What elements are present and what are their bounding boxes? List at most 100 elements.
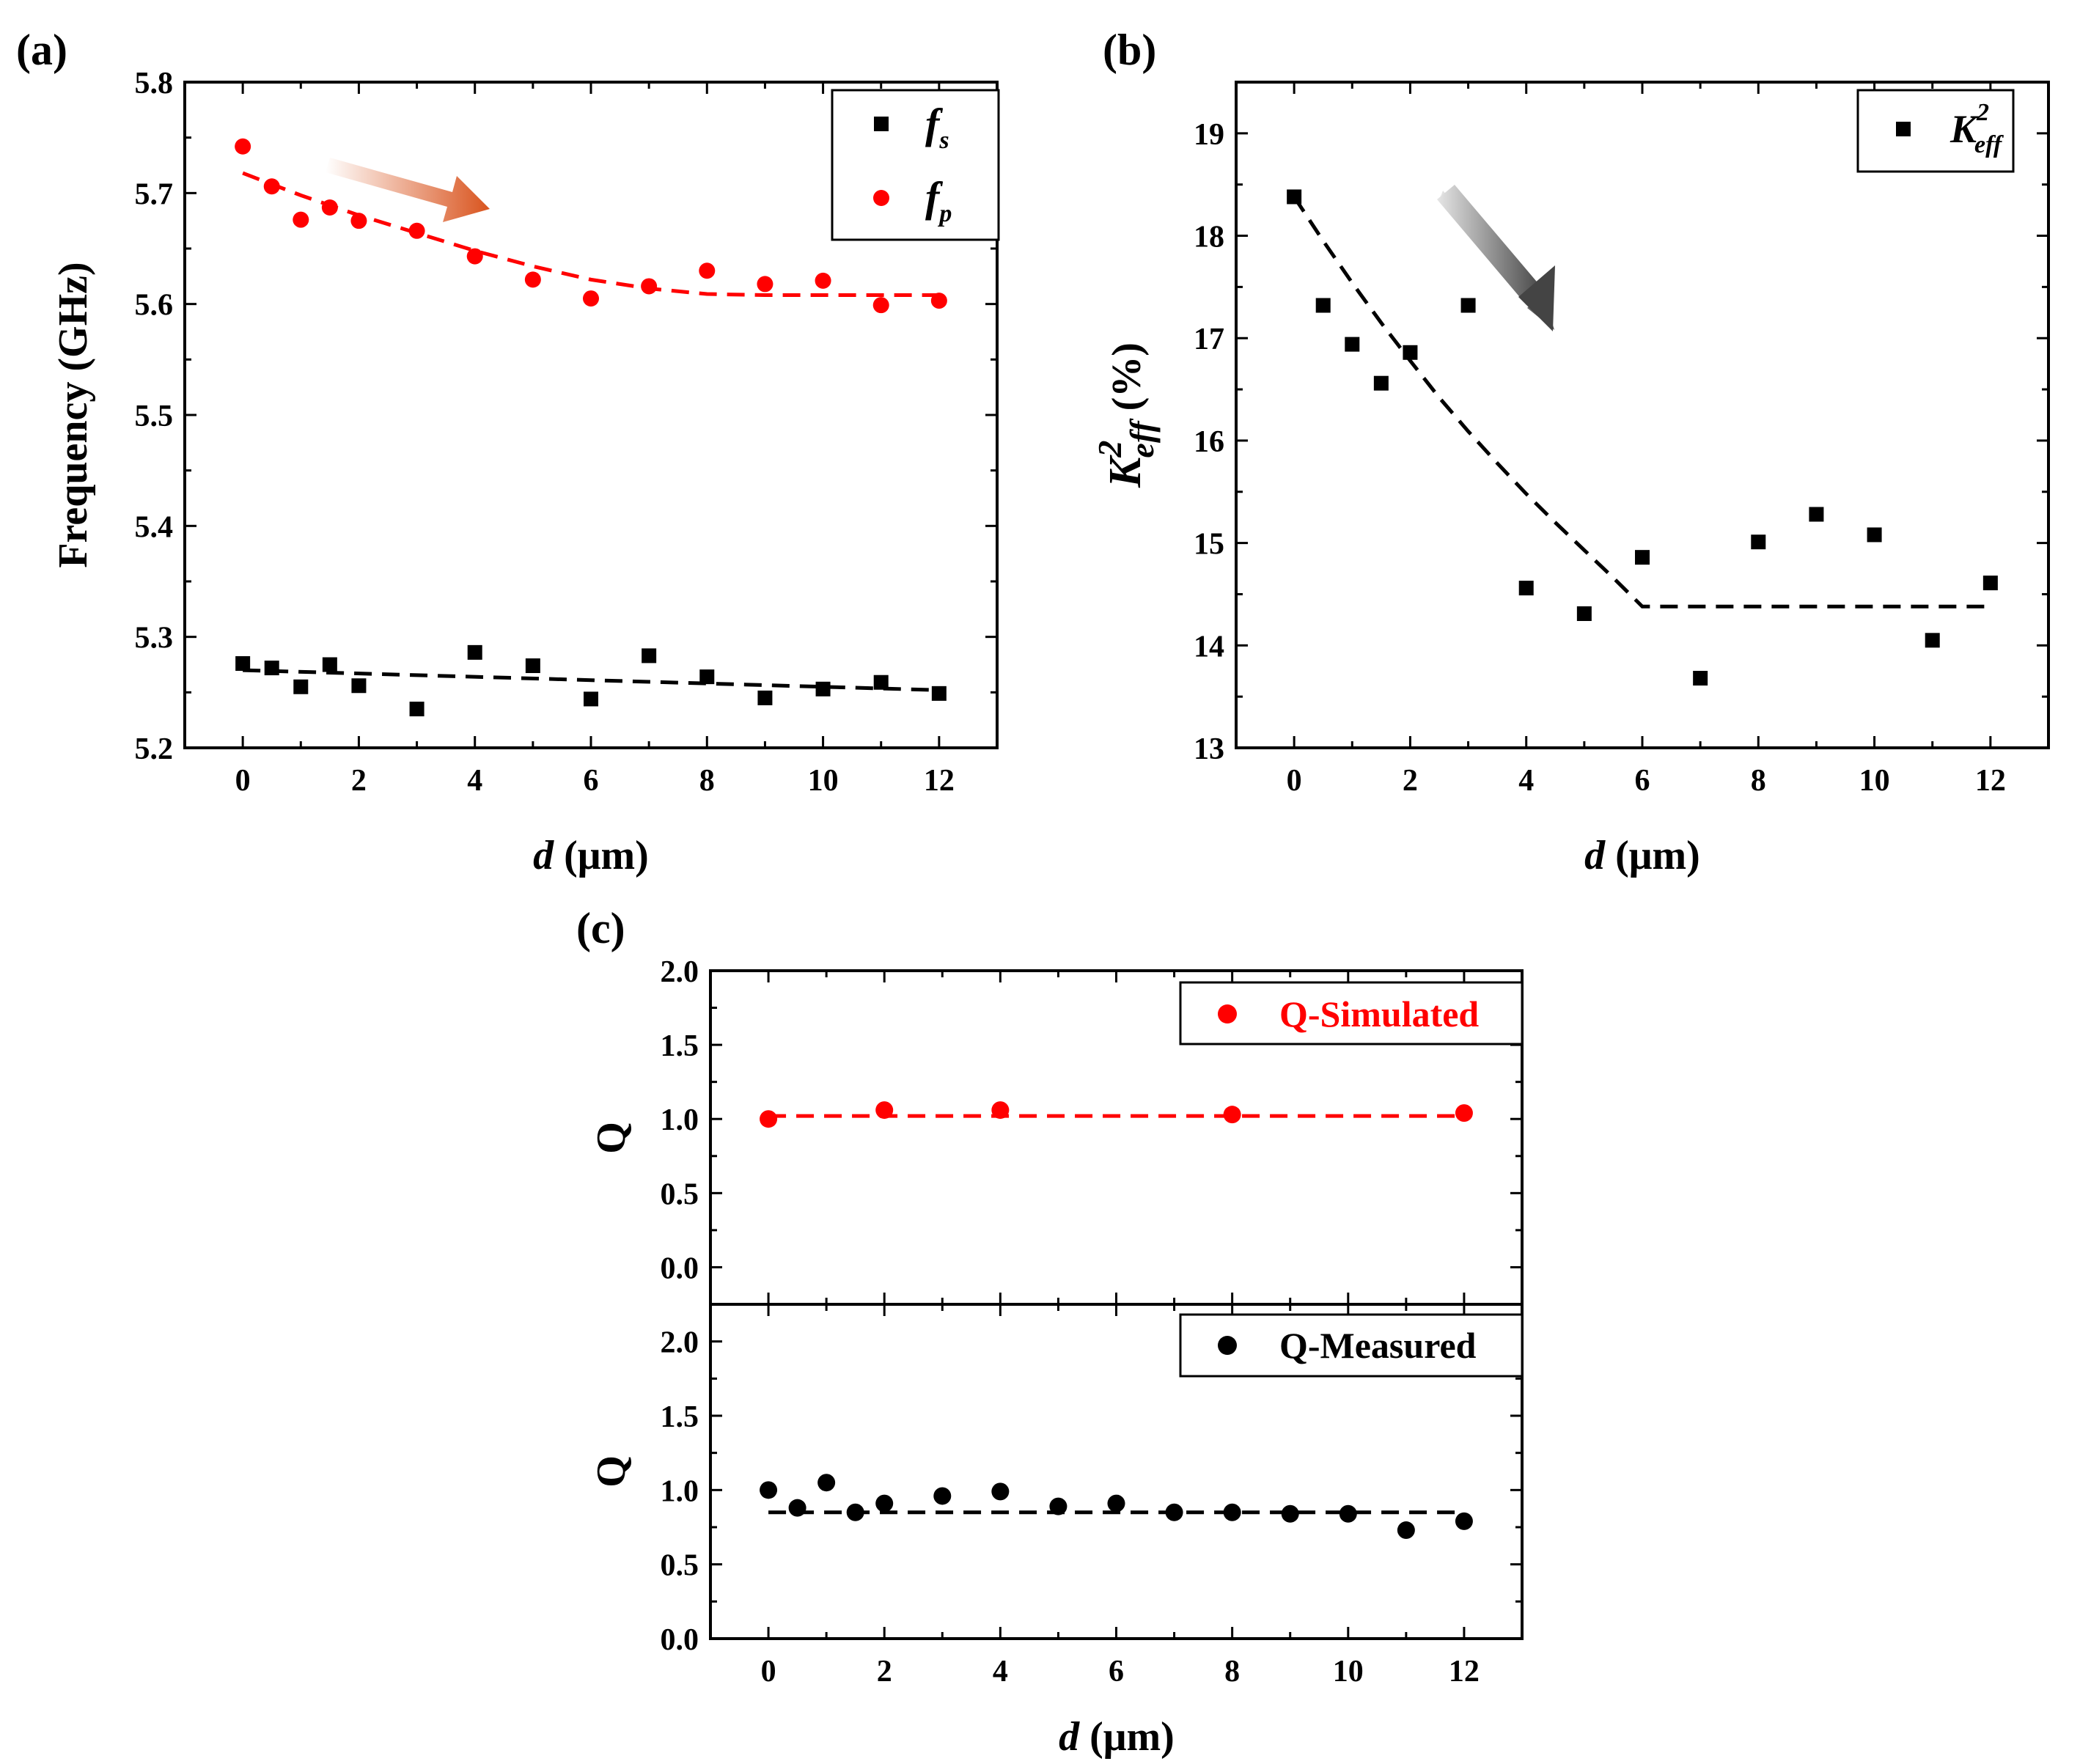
- panel-a-x-tick-label: 10: [808, 764, 839, 798]
- panel-c-q-measured-x-tick-label: 6: [1109, 1655, 1124, 1688]
- panel-a-y-tick-label: 5.3: [135, 622, 174, 655]
- panel-b-x-unit: (μm): [1605, 833, 1700, 878]
- panel-c-q-simulated-y-tick-label: 2.0: [661, 955, 699, 989]
- data-point-q-measured: [1455, 1512, 1473, 1530]
- data-point-fp: [466, 248, 483, 265]
- data-point-fp: [699, 262, 716, 279]
- panel-c-q-measured-x-tick-label: 8: [1224, 1655, 1240, 1688]
- data-point-keff: [1373, 375, 1389, 391]
- data-point-q-simulated: [760, 1110, 778, 1128]
- data-point-keff: [1809, 507, 1824, 522]
- panel-b-y-tick-label: 17: [1194, 323, 1224, 356]
- legend-q-measured-marker-icon: [1218, 1336, 1237, 1355]
- data-point-fs: [409, 702, 425, 717]
- legend-fp-marker-icon: [873, 190, 889, 206]
- panel-b-y-tick-label: 13: [1194, 732, 1224, 766]
- data-point-q-simulated: [991, 1101, 1010, 1120]
- data-point-q-measured: [875, 1494, 894, 1513]
- legend-q-simulated-marker-icon: [1218, 1004, 1237, 1024]
- panel-b-y-sub: eff: [1123, 418, 1161, 458]
- data-point-q-measured: [788, 1499, 806, 1517]
- panel-a-x-unit: (μm): [554, 833, 649, 878]
- legend-fp-sub: p: [937, 200, 952, 227]
- panel-c-q-simulated-y-tick-label: 1.0: [661, 1103, 699, 1137]
- panel-b-legend: [1856, 89, 2015, 173]
- data-point-fp: [263, 178, 280, 195]
- panel-c-q-simulated-y-tick-label: 1.5: [661, 1029, 699, 1063]
- panel-c-q-simulated-y-tick-label: 0.5: [661, 1177, 699, 1211]
- data-point-keff: [1518, 581, 1534, 596]
- legend-fs-sub: s: [938, 127, 949, 154]
- data-point-q-measured: [1107, 1494, 1125, 1513]
- data-point-fp: [235, 138, 251, 155]
- panel-c-ticks: 0.0 0.5 1.0 1.5 2.0 0 2 4 6 8 10 12 0.0 0.5 1.0 1.5 2.0: [661, 955, 1522, 1688]
- panel-a-label: (a): [16, 26, 67, 74]
- panel-c-x-unit: (μm): [1079, 1714, 1175, 1760]
- data-point-keff: [1982, 576, 1998, 591]
- panel-b-x-tick-label: 4: [1518, 764, 1534, 798]
- data-point-fp: [583, 290, 599, 307]
- data-point-q-measured: [1223, 1503, 1241, 1521]
- data-point-q-measured: [1339, 1504, 1357, 1523]
- data-point-q-measured: [760, 1481, 778, 1499]
- data-point-q-measured: [1049, 1497, 1067, 1515]
- legend-keff-sup: 2: [1976, 99, 1989, 126]
- panel-a-x-var: d: [533, 833, 554, 878]
- data-point-q-measured: [991, 1482, 1010, 1501]
- panel-c-q-measured-x-tick-label: 0: [761, 1655, 776, 1688]
- panel-a-x-tick-label: 8: [699, 764, 715, 798]
- data-point-keff: [1403, 345, 1418, 360]
- data-point-q-simulated: [1455, 1104, 1473, 1122]
- panel-c-q-measured-y-tick-label: 1.5: [661, 1400, 699, 1434]
- panel-c-q-measured-y-tick-label: 2.0: [661, 1326, 699, 1360]
- data-point-q-measured: [1397, 1521, 1415, 1540]
- panel-a-x-tick-label: 2: [351, 764, 367, 798]
- panel-c-q-measured-y-tick-label: 0.0: [661, 1623, 699, 1657]
- panel-c-q-simulated-y-tick-label: 0.0: [661, 1252, 699, 1285]
- panel-c-q-measured-y-tick-label: 0.5: [661, 1549, 699, 1583]
- data-point-fs: [815, 681, 831, 697]
- data-point-fp: [757, 276, 773, 293]
- data-point-keff: [1693, 671, 1708, 686]
- data-point-fs: [642, 648, 657, 664]
- panel-c-top-y-axis-label: Q: [589, 1122, 634, 1154]
- panel-b-x-axis-label: d (μm): [1584, 833, 1700, 878]
- data-point-q-simulated: [1223, 1106, 1241, 1124]
- data-point-fp: [408, 222, 425, 239]
- data-point-fs: [873, 675, 889, 690]
- fit-line-keff: [1293, 196, 1991, 609]
- data-point-keff: [1751, 534, 1766, 550]
- data-point-fs: [757, 690, 773, 705]
- data-point-fp: [350, 213, 367, 229]
- panel-c-q-measured-x-tick-label: 4: [993, 1655, 1008, 1688]
- data-point-q-measured: [1165, 1503, 1183, 1521]
- data-point-q-measured: [846, 1503, 864, 1521]
- data-point-fs: [322, 657, 337, 672]
- data-point-keff: [1925, 633, 1940, 648]
- panel-a-ticks: 0 2 4 6 8 10 12 5.2 5.3 5.4 5.5 5.6 5.7 5.8: [135, 67, 997, 798]
- panel-c-bottom-legend: [1179, 1313, 1524, 1378]
- panel-a-y-tick-label: 5.2: [135, 732, 174, 766]
- panel-b-y-sup: 2: [1091, 441, 1128, 458]
- data-point-fp: [321, 199, 338, 216]
- panel-b-x-tick-label: 8: [1751, 764, 1766, 798]
- panel-c: (c) 0.0 0.5 1.0 1.5 2.0 0 2 4 6 8 10 12 0.0 0.5 1.0 1.5…: [576, 904, 1524, 1760]
- panel-a-fit-lines: [242, 171, 939, 692]
- data-point-fs: [699, 669, 715, 685]
- panel-b-y-tick-label: 16: [1194, 425, 1224, 459]
- panel-b-x-tick-label: 2: [1403, 764, 1418, 798]
- data-point-fp: [641, 278, 658, 295]
- panel-a-x-tick-label: 12: [924, 764, 955, 798]
- panel-b-y-tick-label: 18: [1194, 221, 1224, 254]
- data-point-keff: [1345, 337, 1360, 352]
- panel-b-ticks: 0 2 4 6 8 10 12 13 14 15 16 17 18 19: [1194, 82, 2048, 798]
- panel-a-y-tick-label: 5.4: [135, 510, 174, 544]
- panel-c-q-measured-x-tick-label: 2: [877, 1655, 892, 1688]
- data-point-keff: [1315, 298, 1331, 313]
- legend-q-measured-label: Q-Measured: [1279, 1325, 1477, 1366]
- panel-c-x-var: d: [1059, 1714, 1080, 1760]
- panel-c-q-measured-x-tick-label: 12: [1449, 1655, 1480, 1688]
- panel-a: (a) 0 2 4 6 8 10 125.25.35.45.55.65.75.8 fs fp…: [16, 26, 1000, 878]
- panel-b-x-tick-label: 0: [1287, 764, 1302, 798]
